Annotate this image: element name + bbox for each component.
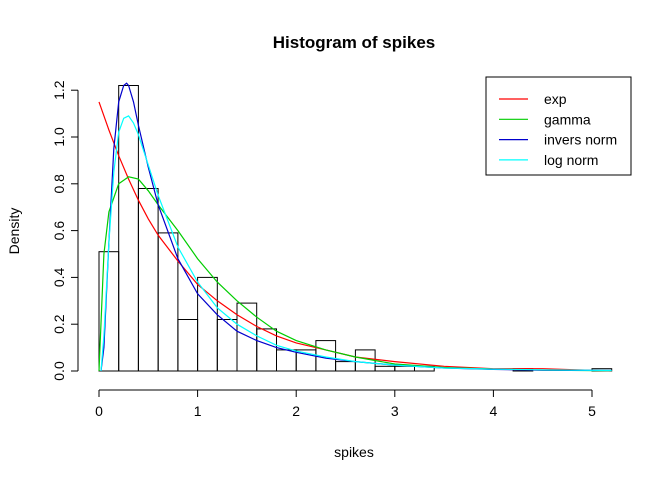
- x-tick-label-5: 5: [588, 403, 596, 419]
- curve-exp: [98, 101, 612, 372]
- y-tick-label-2: 0.4: [51, 267, 67, 287]
- legend-label-2: invers norm: [544, 132, 617, 148]
- x-tick-label-1: 1: [194, 403, 202, 419]
- y-tick-label-4: 0.8: [51, 174, 67, 194]
- histogram-bar-8: [256, 328, 277, 372]
- x-axis-label: spikes: [334, 444, 374, 460]
- y-tick-label-5: 1.0: [51, 127, 67, 147]
- y-tick-label-3: 0.6: [51, 221, 67, 241]
- histogram-bar-3: [157, 232, 179, 372]
- histogram-bar-5: [197, 276, 218, 372]
- y-axis-label: Density: [6, 208, 22, 255]
- x-tick-label-2: 2: [292, 403, 300, 419]
- curve-gamma: [98, 176, 612, 372]
- histogram-bar-2: [137, 188, 159, 372]
- histogram-bar-15: [394, 365, 415, 372]
- x-axis: 0 1 2 3 4 5: [95, 389, 596, 419]
- histogram-bar-4: [177, 319, 199, 372]
- x-tick-label-3: 3: [391, 403, 399, 419]
- legend: exp gamma invers norm log norm: [485, 76, 632, 176]
- y-tick-label-0: 0.0: [51, 361, 67, 381]
- y-tick-label-6: 1.2: [51, 80, 67, 100]
- histogram-bar-12: [335, 361, 356, 372]
- curve-log-norm: [100, 115, 612, 372]
- y-axis: 0.0 0.2 0.4 0.6 0.8 1.0 1.2: [51, 80, 79, 381]
- density-curves: [98, 82, 612, 372]
- legend-label-0: exp: [544, 91, 567, 107]
- x-tick-label-0: 0: [95, 403, 103, 419]
- x-tick-label-4: 4: [490, 403, 498, 419]
- legend-box: [485, 76, 632, 176]
- histogram-bar-14: [374, 365, 396, 372]
- chart-title: Histogram of spikes: [273, 33, 436, 52]
- histogram-bar-7: [236, 302, 258, 372]
- legend-label-1: gamma: [544, 111, 591, 127]
- y-tick-label-1: 0.2: [51, 314, 67, 334]
- histogram-bar-6: [216, 319, 238, 372]
- histogram-bar-9: [276, 349, 297, 372]
- legend-label-3: log norm: [544, 152, 598, 168]
